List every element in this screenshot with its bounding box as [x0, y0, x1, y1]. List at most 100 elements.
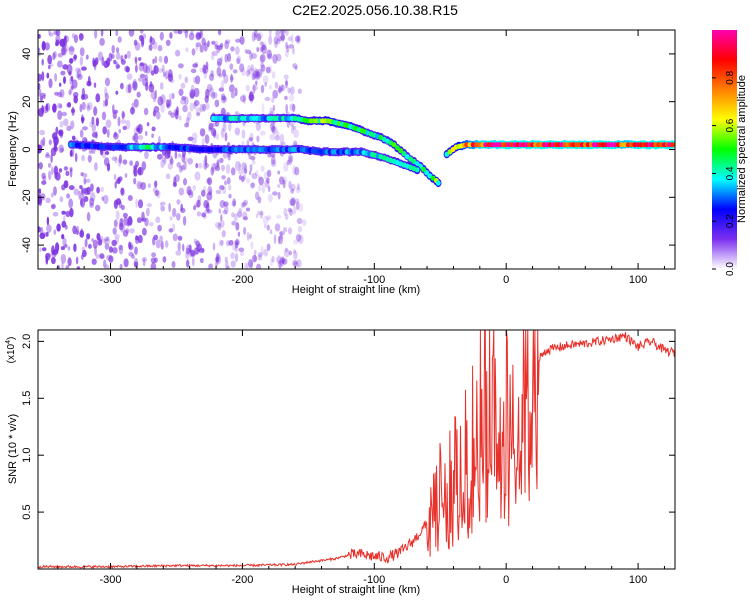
noise-speckle: [129, 160, 134, 166]
noise-speckle: [82, 126, 88, 131]
snr-x-tick-label: -100: [363, 574, 385, 586]
noise-speckle: [247, 64, 251, 75]
noise-speckle: [176, 213, 181, 221]
spectrogram-y-tick-label: 40: [21, 48, 33, 60]
noise-speckle: [293, 250, 298, 260]
noise-speckle: [238, 162, 241, 169]
noise-speckle: [139, 62, 145, 67]
noise-speckle: [133, 98, 139, 108]
noise-speckle: [172, 207, 177, 218]
noise-speckle: [59, 82, 62, 87]
noise-speckle: [45, 255, 49, 265]
noise-speckle: [238, 208, 242, 213]
noise-speckle: [67, 257, 72, 267]
noise-speckle: [146, 207, 150, 217]
noise-speckle: [64, 35, 69, 43]
noise-speckle: [114, 233, 120, 239]
noise-speckle: [277, 35, 283, 42]
spectrogram-x-tick-label: -300: [100, 274, 122, 286]
noise-speckle: [250, 260, 254, 269]
noise-speckle: [41, 58, 44, 66]
noise-speckle: [271, 255, 275, 263]
noise-speckle: [196, 211, 202, 217]
noise-speckle: [152, 236, 156, 246]
noise-speckle: [108, 255, 114, 263]
noise-speckle: [87, 75, 91, 86]
noise-speckle: [172, 233, 178, 242]
noise-speckle: [93, 106, 98, 116]
noise-speckle: [224, 132, 228, 142]
noise-speckle: [262, 75, 269, 84]
noise-speckle: [46, 224, 52, 233]
noise-speckle: [39, 232, 46, 240]
noise-speckle: [39, 129, 45, 136]
noise-speckle: [168, 228, 174, 233]
noise-speckle: [86, 212, 91, 222]
noise-speckle: [42, 94, 46, 99]
noise-speckle: [166, 99, 170, 108]
noise-speckle: [188, 244, 192, 253]
noise-speckle: [203, 199, 210, 209]
noise-speckle: [246, 231, 250, 241]
noise-speckle: [163, 71, 166, 78]
noise-speckle: [283, 162, 289, 173]
noise-speckle: [60, 70, 66, 76]
noise-speckle: [155, 111, 161, 120]
noise-speckle: [73, 95, 78, 104]
noise-speckle: [276, 214, 282, 219]
track-core: [622, 142, 628, 148]
noise-speckle: [249, 233, 252, 240]
noise-speckle: [252, 254, 257, 263]
noise-speckle: [99, 37, 105, 46]
noise-speckle: [199, 30, 203, 36]
noise-speckle: [81, 114, 84, 124]
noise-speckle: [38, 88, 42, 97]
noise-speckle: [38, 107, 44, 117]
noise-speckle: [182, 30, 189, 34]
noise-speckle: [176, 199, 181, 205]
noise-speckle: [233, 213, 238, 222]
noise-speckle: [50, 147, 57, 157]
noise-speckle: [113, 219, 118, 228]
noise-speckle: [280, 34, 285, 41]
spectrogram-y-tick-label: 20: [21, 96, 33, 108]
noise-speckle: [271, 96, 275, 104]
noise-speckle: [263, 248, 269, 257]
noise-speckle: [266, 215, 272, 221]
noise-speckle: [295, 198, 300, 204]
noise-speckle: [216, 159, 220, 168]
noise-speckle: [60, 253, 67, 264]
noise-speckle: [175, 250, 182, 256]
noise-speckle: [240, 202, 245, 209]
noise-speckle: [182, 104, 188, 113]
noise-speckle: [277, 235, 281, 245]
noise-speckle: [285, 79, 289, 89]
noise-speckle: [220, 214, 223, 222]
noise-speckle: [285, 103, 289, 114]
noise-speckle: [159, 82, 164, 90]
noise-speckle: [111, 44, 115, 54]
noise-speckle: [245, 207, 251, 212]
noise-speckle: [148, 44, 153, 51]
noise-speckle: [124, 54, 128, 60]
noise-speckle: [240, 95, 246, 103]
noise-speckle: [230, 252, 235, 260]
noise-speckle: [117, 157, 122, 168]
noise-speckle: [289, 156, 293, 166]
noise-speckle: [96, 232, 101, 241]
noise-speckle: [279, 257, 284, 267]
noise-speckle: [178, 115, 182, 121]
noise-speckle: [259, 130, 266, 136]
noise-speckle: [155, 216, 161, 224]
noise-speckle: [144, 150, 149, 160]
noise-speckle: [100, 186, 104, 193]
noise-speckle: [171, 261, 176, 268]
noise-speckle: [266, 177, 270, 184]
snr-multiplier-close: ): [6, 337, 17, 340]
noise-speckle: [248, 137, 253, 142]
noise-speckle: [94, 246, 97, 256]
snr-multiplier: (x104): [5, 337, 17, 364]
noise-speckle: [241, 67, 246, 77]
noise-speckle: [128, 30, 135, 37]
noise-speckle: [238, 168, 245, 176]
